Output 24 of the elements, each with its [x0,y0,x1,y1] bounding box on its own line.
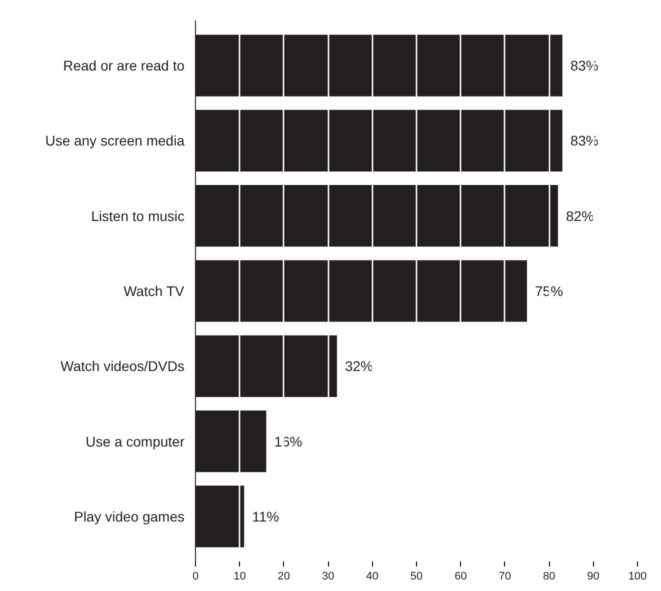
x-tick-label: 20 [278,570,290,582]
y-tick-label: Play video games [74,508,185,524]
x-tick-label: 70 [498,570,512,582]
x-tick-label: 100 [628,570,647,582]
y-tick-label: Read or are read to [63,58,185,74]
data-label: 11% [252,508,280,524]
data-label: 82% [566,208,594,224]
x-tick-label: 0 [192,570,199,582]
data-label: 32% [344,358,373,374]
x-tick-label: 90 [587,570,600,582]
data-label: 75% [535,283,564,299]
y-tick-label: Watch TV [124,283,185,299]
x-tick-label: 40 [366,570,378,582]
data-label: 83% [570,132,598,149]
y-tick-label: Use a computer [86,433,185,450]
y-tick-label: Listen to music [91,208,185,224]
x-tick-label: 60 [454,570,467,582]
x-tick-label: 50 [410,570,423,582]
data-label: 83% [570,58,598,74]
y-tick-label: Use any screen media [45,132,185,149]
x-tick-label: 30 [322,570,334,582]
x-tick-label: 80 [542,570,556,582]
x-tick-label: 10 [234,570,246,582]
y-tick-label: Watch videos/DVDs [60,358,185,374]
